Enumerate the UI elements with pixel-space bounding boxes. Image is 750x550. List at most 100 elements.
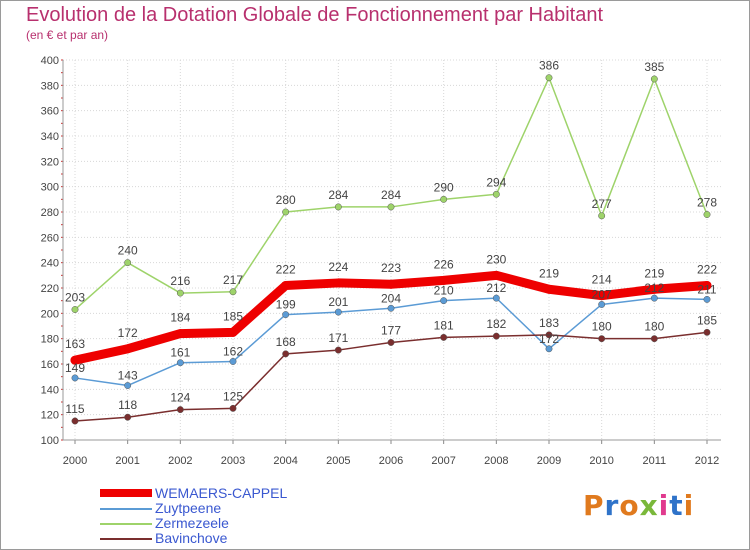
- data-label-zuytpeene: 149: [65, 361, 85, 375]
- data-labels: 163 172 184 185 222 224 223 226 230 219 214 219 222 1…: [65, 59, 717, 416]
- proxiti-logo: Proxiti: [583, 489, 694, 522]
- data-label-wemaers-cappel: 226: [434, 257, 454, 271]
- data-label-bavinchove: 168: [276, 335, 296, 349]
- data-point-zermezeele: [387, 203, 395, 211]
- data-point-zermezeele: [229, 288, 237, 296]
- data-point-zuytpeene: [282, 311, 290, 319]
- data-label-bavinchove: 180: [644, 320, 664, 334]
- x-tick-label: 2011: [643, 455, 667, 467]
- data-label-zermezeele: 203: [65, 291, 85, 305]
- data-point-zuytpeene: [124, 382, 132, 389]
- data-label-zermezeele: 280: [276, 193, 296, 207]
- data-label-zuytpeene: 207: [592, 287, 612, 301]
- logo-letter: i: [658, 489, 670, 522]
- x-tick-label: 2009: [537, 455, 561, 467]
- data-point-zermezeele: [545, 74, 553, 82]
- data-label-wemaers-cappel: 222: [276, 262, 296, 276]
- series-points: [70, 74, 712, 425]
- chart-subtitle: (en € et par an): [26, 28, 109, 42]
- logo-letter: P: [583, 489, 605, 522]
- data-point-bavinchove: [176, 406, 184, 414]
- grid-lines: [63, 59, 721, 441]
- data-label-zermezeele: 385: [644, 60, 664, 74]
- y-axis-ticks: 100 120 140 160 180 200 220 240 260 280 300 320 340 3…: [41, 55, 59, 447]
- x-tick-label: 2007: [431, 455, 455, 467]
- data-point-zermezeele: [124, 259, 132, 267]
- data-point-wemaers-cappel: [281, 280, 291, 290]
- x-tick-label: 2006: [379, 455, 403, 467]
- data-point-wemaers-cappel: [439, 275, 449, 285]
- data-point-zuytpeene: [387, 304, 395, 312]
- data-label-zuytpeene: 210: [434, 284, 454, 298]
- data-point-zuytpeene: [71, 374, 79, 382]
- y-tick-label: 160: [41, 359, 59, 371]
- data-point-zuytpeene: [334, 308, 342, 316]
- y-tick-label: 140: [41, 384, 59, 396]
- data-point-zuytpeene: [492, 294, 500, 302]
- data-point-wemaers-cappel: [333, 278, 343, 288]
- data-point-bavinchove: [282, 350, 290, 358]
- legend-swatch-bavinchove: [100, 538, 152, 540]
- data-label-wemaers-cappel: 224: [328, 260, 348, 274]
- data-label-bavinchove: 118: [118, 398, 137, 412]
- data-point-bavinchove: [440, 333, 448, 341]
- data-label-zermezeele: 386: [539, 59, 559, 73]
- data-label-zermezeele: 278: [697, 196, 717, 210]
- data-point-zuytpeene: [598, 301, 606, 308]
- data-point-wemaers-cappel: [491, 270, 501, 280]
- data-label-bavinchove: 180: [592, 320, 612, 334]
- data-point-zuytpeene: [176, 359, 184, 367]
- y-tick-label: 320: [41, 156, 59, 168]
- data-label-zuytpeene: 161: [170, 346, 190, 360]
- legend-item-bavinchove: Bavinchove: [100, 530, 360, 546]
- data-point-bavinchove: [703, 328, 711, 336]
- data-label-zuytpeene: 204: [381, 291, 401, 305]
- data-point-bavinchove: [71, 417, 79, 425]
- data-point-bavinchove: [545, 331, 553, 339]
- data-point-wemaers-cappel: [649, 284, 659, 294]
- y-tick-label: 300: [41, 182, 59, 194]
- data-label-bavinchove: 181: [434, 318, 454, 332]
- data-point-bavinchove: [229, 404, 237, 412]
- data-point-zuytpeene: [440, 297, 448, 305]
- logo-letter: o: [619, 489, 640, 522]
- x-tick-label: 2010: [589, 455, 613, 467]
- data-point-bavinchove: [650, 335, 658, 343]
- data-label-zuytpeene: 211: [697, 282, 716, 296]
- data-label-zermezeele: 277: [592, 197, 612, 211]
- y-tick-label: 100: [41, 435, 59, 447]
- data-label-zuytpeene: 201: [328, 295, 348, 309]
- data-point-bavinchove: [492, 332, 500, 340]
- data-label-zuytpeene: 172: [539, 332, 559, 346]
- legend-item-zermezeele: Zermezeele: [100, 515, 360, 531]
- data-label-zuytpeene: 212: [644, 281, 664, 295]
- data-label-zermezeele: 284: [381, 188, 401, 202]
- data-point-wemaers-cappel: [175, 329, 185, 339]
- data-label-wemaers-cappel: 185: [223, 309, 243, 323]
- x-tick-label: 2000: [63, 455, 87, 467]
- data-point-wemaers-cappel: [386, 279, 396, 289]
- data-label-bavinchove: 185: [697, 313, 717, 327]
- y-tick-label: 280: [41, 207, 59, 219]
- y-tick-label: 360: [41, 106, 59, 118]
- data-point-zermezeele: [176, 289, 184, 297]
- data-point-zuytpeene: [545, 345, 553, 353]
- data-point-zermezeele: [598, 212, 606, 220]
- data-point-wemaers-cappel: [544, 284, 554, 294]
- x-tick-label: 2005: [326, 455, 350, 467]
- x-axis-ticks: 2000 2001 2002 2003 2004 2005 2006 2007 2008 2009…: [63, 455, 719, 467]
- data-label-zermezeele: 216: [170, 274, 190, 288]
- legend-label-zuytpeene: Zuytpeene: [155, 500, 222, 516]
- y-tick-label: 240: [41, 258, 59, 270]
- legend-item-zuytpeene: Zuytpeene: [100, 500, 360, 516]
- data-point-zuytpeene: [229, 358, 237, 365]
- data-label-bavinchove: 182: [486, 317, 506, 331]
- logo-letter: r: [604, 489, 620, 522]
- legend-swatch-zermezeele: [100, 523, 152, 525]
- y-tick-label: 120: [41, 410, 59, 422]
- data-label-wemaers-cappel: 230: [486, 252, 506, 266]
- legend-label-wemaers-cappel: WEMAERS-CAPPEL: [155, 485, 288, 501]
- x-tick-label: 2002: [168, 455, 192, 467]
- y-tick-label: 340: [41, 131, 59, 143]
